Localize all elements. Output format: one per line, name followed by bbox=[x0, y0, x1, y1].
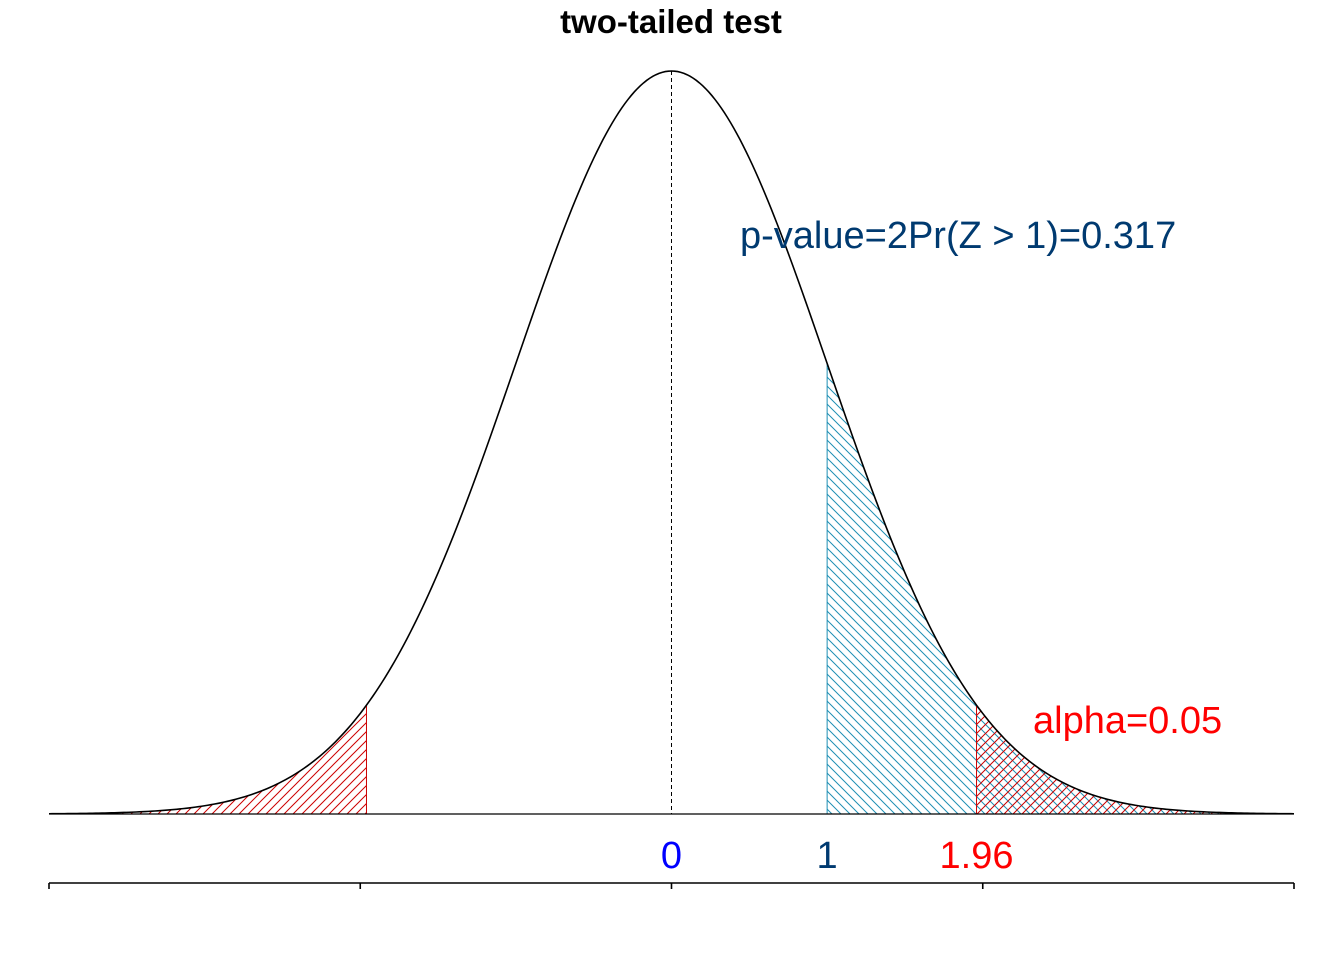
x-label-2: 1.96 bbox=[940, 835, 1014, 877]
shaded-region-0 bbox=[49, 705, 367, 814]
x-label-1: 1 bbox=[817, 835, 838, 877]
x-value-labels: 0 1 1.96 bbox=[661, 835, 1014, 877]
chart-title: two-tailed test bbox=[560, 3, 782, 40]
x-label-0: 0 bbox=[661, 835, 682, 877]
shaded-region-1 bbox=[827, 363, 1294, 814]
x-axis bbox=[48, 882, 1295, 889]
alpha-annotation: alpha=0.05 bbox=[1033, 700, 1222, 742]
shaded-region-2 bbox=[976, 705, 1294, 814]
p-value-annotation: p-value=2Pr(Z > 1)=0.317 bbox=[740, 215, 1176, 257]
shaded-regions bbox=[49, 363, 1294, 814]
